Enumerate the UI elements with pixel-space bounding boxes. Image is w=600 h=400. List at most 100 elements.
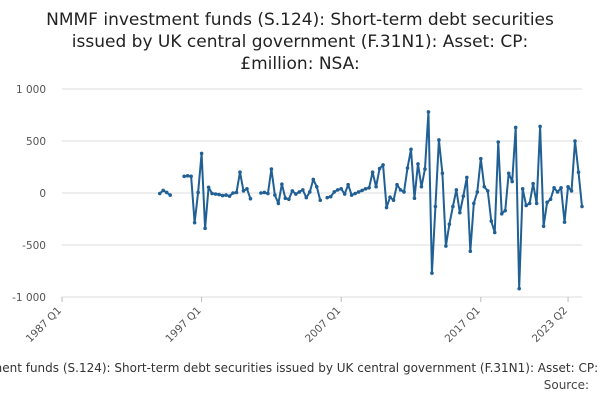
data-point — [573, 139, 577, 143]
data-point — [290, 189, 295, 193]
y-tick-label: -1 000 — [12, 292, 46, 304]
data-point — [465, 175, 469, 180]
x-tick-label: 2017 Q1 — [443, 305, 483, 345]
data-point — [402, 190, 406, 194]
data-point — [566, 184, 570, 189]
data-point — [325, 195, 330, 200]
data-point — [475, 190, 480, 194]
data-point — [227, 194, 232, 198]
data-point — [189, 174, 193, 179]
data-point — [356, 190, 361, 194]
data-point — [485, 189, 490, 193]
data-point — [569, 189, 574, 193]
data-point — [478, 156, 483, 161]
data-point — [335, 188, 340, 192]
data-point — [416, 162, 420, 166]
data-point — [458, 210, 462, 215]
data-point — [513, 125, 518, 130]
data-point — [234, 190, 239, 195]
data-point — [318, 198, 323, 203]
data-point — [283, 196, 288, 200]
data-point — [269, 167, 274, 171]
series-line-segment — [260, 168, 322, 205]
data-point — [339, 187, 343, 191]
data-point — [266, 191, 270, 196]
data-point — [287, 197, 291, 202]
data-point — [527, 201, 532, 206]
data-point — [217, 192, 221, 197]
data-point — [206, 185, 211, 190]
data-point — [220, 193, 225, 198]
y-axis-ticks: 1 000 500 0 -500 -1 000 — [12, 84, 46, 304]
data-point — [182, 174, 186, 179]
data-point — [276, 201, 281, 206]
data-point — [559, 186, 563, 190]
data-point — [412, 196, 417, 200]
grid-lines — [62, 88, 582, 298]
data-point — [196, 190, 200, 195]
data-point — [472, 201, 476, 206]
x-tick-label: 2023 Q2 — [530, 305, 570, 345]
data-point — [499, 212, 504, 216]
data-point — [245, 187, 249, 191]
data-point — [360, 188, 364, 193]
data-point — [384, 205, 389, 210]
data-point — [548, 197, 553, 202]
x-tick-label: 2007 Q1 — [303, 305, 343, 345]
data-point — [259, 191, 263, 195]
source-label: Source: — [544, 378, 589, 392]
data-point — [342, 192, 347, 196]
x-tick-label: 1997 Q1 — [163, 305, 203, 345]
data-point — [419, 184, 424, 189]
data-point — [437, 138, 441, 142]
data-point — [503, 208, 508, 213]
data-point — [395, 182, 399, 187]
data-point — [541, 224, 546, 229]
data-point — [576, 170, 581, 174]
data-point — [297, 190, 302, 194]
data-point — [224, 193, 228, 197]
data-point — [241, 189, 246, 193]
series-line-segment — [184, 152, 252, 230]
y-tick-label: 1 000 — [16, 84, 46, 96]
y-tick-label: 500 — [26, 136, 46, 148]
data-point — [398, 188, 403, 192]
data-point — [185, 174, 190, 178]
data-point — [367, 186, 371, 190]
data-point — [538, 124, 542, 129]
data-point — [363, 187, 368, 191]
data-point — [377, 166, 382, 171]
data-point — [280, 182, 284, 186]
data-point — [374, 184, 378, 189]
y-tick-label: 0 — [39, 188, 46, 200]
data-point — [489, 219, 494, 223]
x-tick-label: 1987 Q1 — [24, 305, 64, 345]
chart-title: NMMF investment funds (S.124): Short-ter… — [46, 10, 554, 74]
data-point — [510, 179, 514, 184]
data-point — [192, 220, 197, 225]
data-point — [426, 110, 431, 114]
legend-label: NMMF investment funds (S.124): Short-ter… — [0, 361, 600, 375]
series-line — [159, 110, 583, 290]
data-point — [307, 190, 312, 194]
data-point — [555, 190, 560, 194]
data-point — [506, 171, 511, 176]
data-point — [210, 191, 214, 196]
data-point — [545, 200, 549, 205]
data-point — [531, 181, 535, 186]
data-point — [370, 170, 375, 174]
data-point — [294, 192, 298, 196]
data-point — [231, 191, 235, 195]
data-point — [346, 182, 350, 187]
data-point — [552, 186, 556, 190]
data-point — [353, 191, 357, 196]
data-point — [534, 201, 539, 206]
data-point — [381, 163, 385, 167]
data-point — [496, 140, 501, 144]
data-point — [168, 193, 172, 197]
data-point — [447, 222, 452, 226]
data-point — [423, 167, 427, 171]
data-point — [405, 166, 410, 170]
data-point — [451, 204, 455, 209]
data-point — [433, 204, 438, 209]
